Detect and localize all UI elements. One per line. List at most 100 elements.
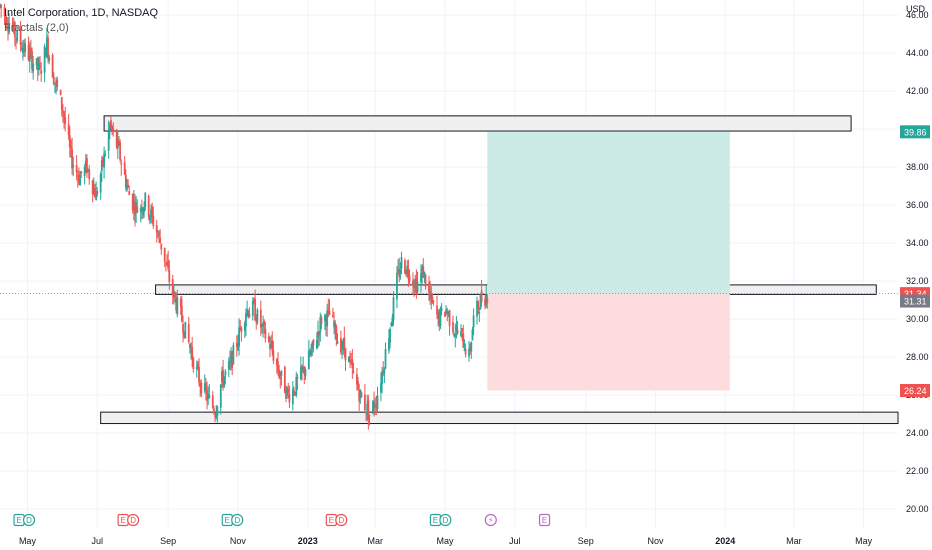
candle-body [390, 323, 393, 326]
candle-body [239, 327, 242, 330]
candle-body [35, 58, 38, 66]
symbol-title[interactable]: Intel Corporation, 1D, NASDAQ [4, 7, 159, 19]
candle-body [231, 351, 234, 368]
candle-body [207, 394, 210, 399]
candle-body [447, 311, 450, 314]
candle-body [221, 371, 223, 383]
candle-body [51, 55, 54, 78]
candle-body [95, 191, 97, 201]
candle-body [227, 361, 230, 370]
long-position-tool[interactable] [487, 131, 730, 391]
candle-body [456, 330, 459, 333]
candle-body [422, 266, 425, 278]
candle-body [424, 274, 427, 287]
candle-body [423, 271, 426, 276]
candle-body [29, 48, 32, 52]
candle-body [62, 110, 64, 113]
candle-body [199, 383, 202, 387]
candle-body [134, 203, 136, 216]
candle-body [261, 324, 263, 326]
x-tick-label: May [855, 536, 873, 546]
candle-body [167, 261, 170, 269]
price-unit-label: USD [906, 4, 926, 14]
price-axis[interactable]: 20.0022.0024.0026.0028.0030.0032.0034.00… [906, 10, 929, 514]
candle-body [197, 363, 199, 369]
indicator-label[interactable]: Fractals (2,0) [4, 22, 69, 34]
candle-body [342, 341, 345, 348]
candle-body [368, 414, 371, 416]
candle-body [283, 366, 286, 394]
x-tick-label: Mar [367, 536, 383, 546]
time-axis[interactable]: May Jul Sep Nov 2023 Mar May Jul Sep Nov 2024 Mar Ma… [19, 536, 873, 546]
x-tick-label: Nov [647, 536, 664, 546]
candle-body [472, 315, 475, 328]
candle-body [75, 165, 78, 173]
candle-body [91, 180, 94, 194]
x-tick-label: Jul [509, 536, 521, 546]
candle-body [431, 296, 434, 303]
x-tick-label: Sep [160, 536, 176, 546]
candle-body [287, 389, 290, 393]
candle-body [480, 290, 483, 303]
candle-body [238, 327, 240, 347]
candle-body [72, 165, 75, 168]
candle-body [172, 291, 175, 298]
candle-body [366, 403, 369, 415]
candle-body [48, 57, 51, 61]
candle-body [350, 361, 353, 363]
candle-body [312, 339, 315, 346]
candle-body [223, 376, 226, 387]
candle-body [454, 334, 457, 337]
candle-body [408, 275, 411, 282]
candle-body [420, 273, 422, 283]
candle-body [288, 394, 291, 403]
event-icon: ⚡ [488, 516, 494, 525]
candle-body [208, 395, 211, 398]
candle-body [336, 341, 339, 344]
candle-body [365, 411, 367, 414]
candle-body [32, 63, 35, 72]
candle-body [317, 331, 319, 339]
candle-body [151, 206, 154, 216]
candle-body [335, 326, 338, 341]
candle-body [471, 329, 474, 341]
candle-body [21, 47, 24, 54]
candle-body [416, 281, 419, 292]
candle-body [272, 350, 275, 361]
candle-body [389, 328, 391, 343]
candle-body [388, 338, 390, 351]
candle-body [323, 315, 326, 322]
candle-body [23, 44, 25, 52]
x-tick-label: Nov [230, 536, 247, 546]
candle-body [168, 270, 171, 282]
candle-body [222, 370, 224, 385]
candle-body [8, 24, 11, 33]
candle-body [405, 270, 408, 275]
candle-body [3, 7, 6, 17]
candle-body [144, 192, 147, 207]
candle-body [445, 309, 448, 314]
event-icon: D [234, 516, 240, 525]
candle-body [237, 343, 239, 350]
candle-body [448, 310, 451, 326]
candle-body [444, 311, 446, 317]
candle-body [430, 294, 433, 299]
candle-body [184, 321, 187, 339]
candle-body [211, 395, 214, 408]
candle-body [7, 27, 9, 30]
candle-body [406, 265, 409, 273]
event-icon-frame [22, 513, 36, 527]
candle-body [190, 350, 192, 352]
candle-body [71, 148, 73, 169]
target-area [487, 131, 730, 294]
candle-body [320, 317, 323, 325]
x-tick-label: Mar [786, 536, 802, 546]
x-tick-label: 2024 [715, 536, 735, 546]
candle-body [264, 328, 267, 339]
candle-body [164, 261, 167, 263]
y-tick-label: 30.00 [906, 314, 929, 324]
event-markers: E D E D E D E D E D ⚡ E [13, 513, 551, 527]
candle-body [399, 270, 402, 274]
candle-body [213, 408, 215, 414]
